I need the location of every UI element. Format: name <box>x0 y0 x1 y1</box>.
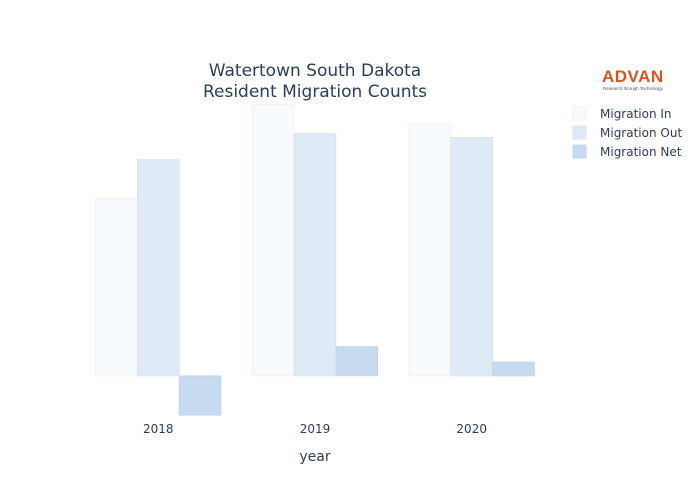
x-axis-title: year <box>299 449 330 465</box>
bar-migration-in-2020[interactable] <box>408 123 452 377</box>
svg-text:Research through Technology: Research through Technology <box>603 86 663 91</box>
x-tick-labels: 2018 2019 2020 <box>143 422 487 436</box>
bar-migration-net-2018[interactable] <box>178 375 222 416</box>
legend-label: Migration Out <box>600 126 682 140</box>
bar-migration-net-2020[interactable] <box>492 361 535 377</box>
chart-title-line-2: Resident Migration Counts <box>203 82 427 102</box>
bar-migration-out-2019[interactable] <box>293 133 337 377</box>
legend-swatch <box>572 106 587 121</box>
bar-migration-net-2019[interactable] <box>335 346 379 377</box>
legend-label: Migration Net <box>600 145 682 159</box>
svg-text:ADVAN: ADVAN <box>602 67 664 86</box>
legend-item-migration-net[interactable]: Migration Net <box>572 144 682 159</box>
legend-swatch <box>572 144 587 159</box>
legend-swatch <box>572 125 587 140</box>
legend-item-migration-in[interactable]: Migration In <box>572 106 672 121</box>
x-tick-label-2018: 2018 <box>143 422 174 436</box>
x-tick-label-2019: 2019 <box>300 422 331 436</box>
bar-migration-in-2019[interactable] <box>251 104 295 377</box>
bar-migration-in-2018[interactable] <box>95 198 138 377</box>
legend[interactable]: Migration In Migration Out Migration Net <box>572 106 682 159</box>
bars-group <box>95 104 535 416</box>
advan-logo: ADVAN Research through Technology <box>602 67 664 91</box>
chart-title-line-1: Watertown South Dakota <box>209 61 421 81</box>
bar-migration-out-2018[interactable] <box>136 159 180 377</box>
legend-item-migration-out[interactable]: Migration Out <box>572 125 682 140</box>
legend-label: Migration In <box>600 107 672 121</box>
x-tick-label-2020: 2020 <box>456 422 487 436</box>
bar-migration-out-2020[interactable] <box>450 137 493 377</box>
